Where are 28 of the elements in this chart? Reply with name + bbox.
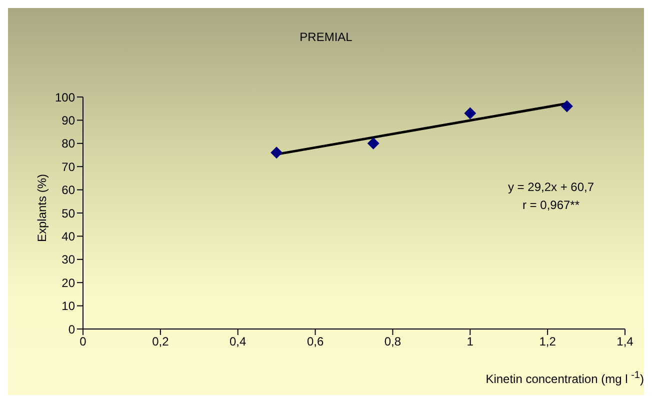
- x-tick-label: 0,8: [384, 334, 402, 349]
- point: [464, 107, 476, 120]
- y-tick-label: 10: [62, 299, 76, 314]
- y-axis-title: Explants (%): [35, 174, 49, 242]
- x-axis-title: Kinetin concentration (mg l $^{-1}$): [486, 370, 644, 386]
- y-tick-label: 60: [62, 183, 76, 198]
- x-tick-label: 0,2: [152, 334, 170, 349]
- y-tick-label: 70: [62, 160, 76, 174]
- x-tick-label: 0,6: [306, 334, 324, 349]
- x-tick-label: 0: [80, 334, 87, 349]
- chart-title: PREMIAL: [298, 30, 354, 44]
- y-tick-label: 20: [62, 276, 76, 290]
- y-tick-label: 0: [68, 322, 76, 336]
- x-tick-label: 0,4: [230, 334, 247, 349]
- x-tick-label: 1: [466, 334, 474, 349]
- point: [367, 137, 380, 150]
- y-tick-label: 90: [62, 113, 76, 128]
- x-tick-label: 1,4: [616, 334, 634, 349]
- point: [560, 100, 573, 112]
- y-tick-label: 50: [62, 206, 76, 220]
- y-tick-label: 80: [62, 136, 76, 151]
- point: [270, 146, 283, 159]
- y-tick-label: 30: [62, 252, 76, 267]
- x-tick-label: 1,2: [539, 334, 556, 349]
- annotation: y = 29,2x + 60,7: [508, 180, 594, 194]
- y-tick-label: 40: [62, 229, 76, 244]
- y-tick-label: 100: [54, 90, 76, 104]
- annotation: r = 0,967**: [522, 198, 580, 212]
